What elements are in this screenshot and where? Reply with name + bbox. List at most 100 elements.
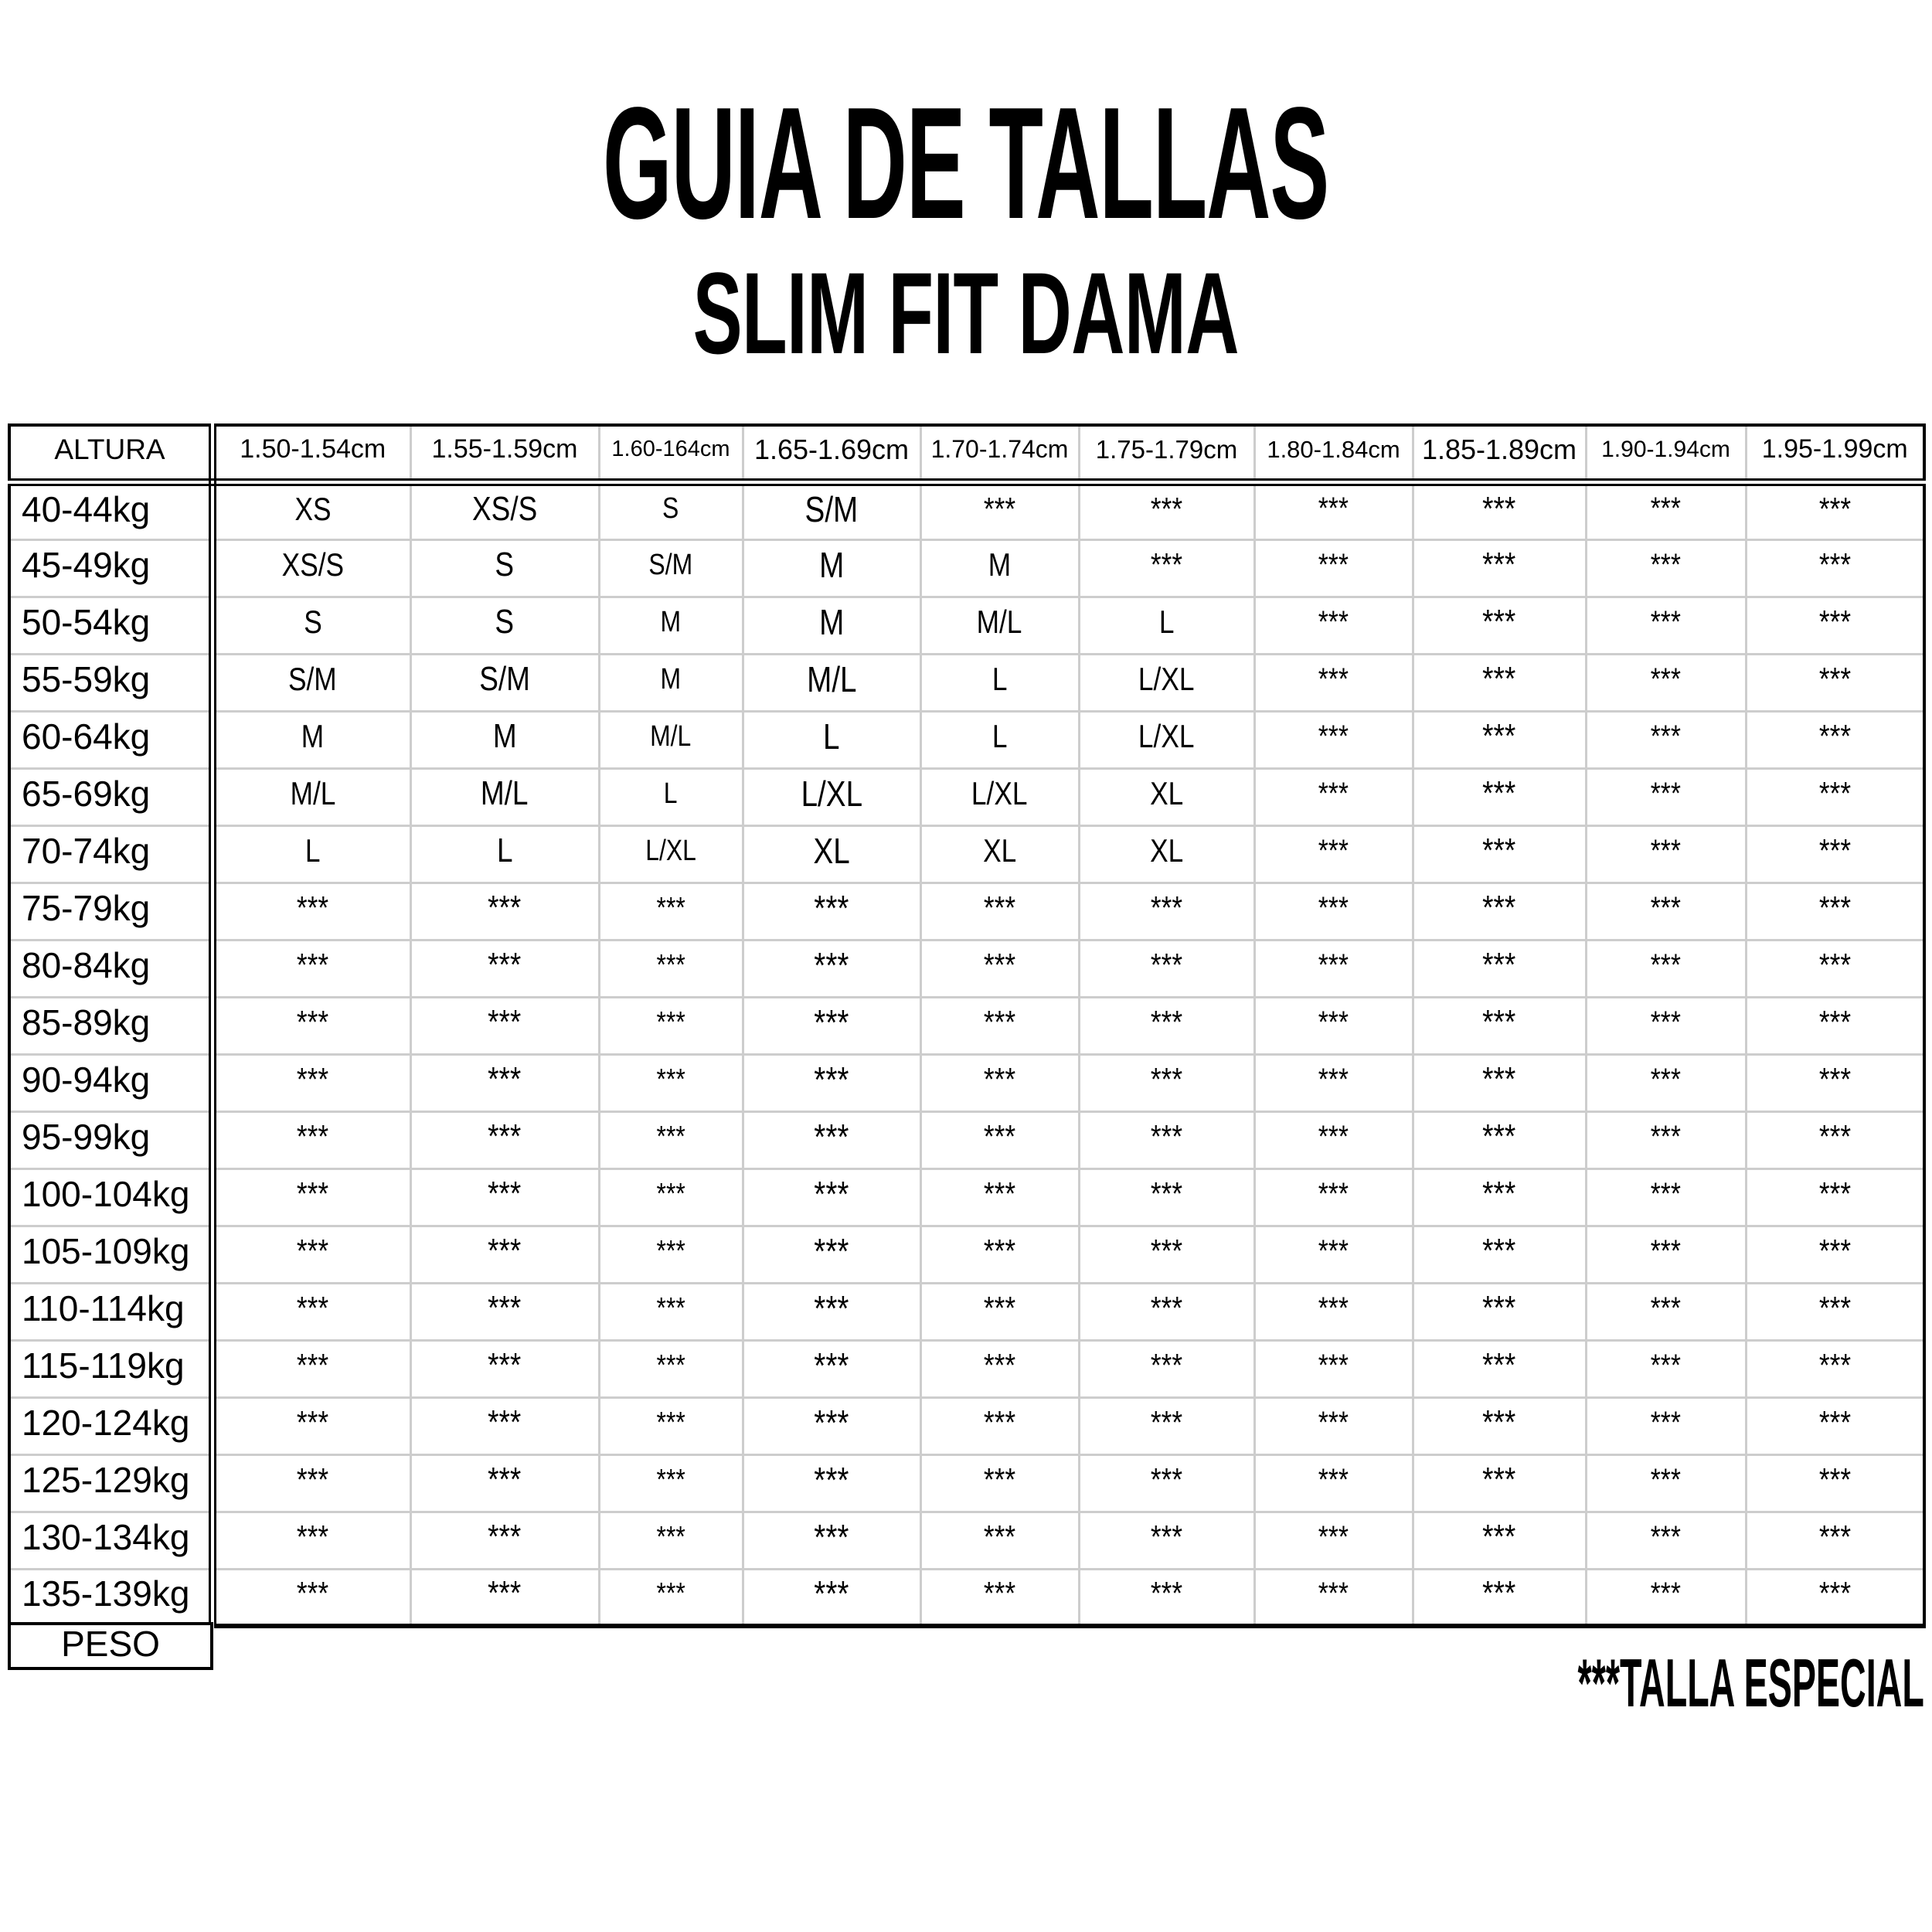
size-cell-value: *** bbox=[814, 1060, 849, 1100]
size-cell-value: *** bbox=[1482, 603, 1516, 641]
size-cell-value: *** bbox=[656, 1063, 685, 1096]
size-cell-value: M/L bbox=[806, 659, 857, 699]
size-cell-value: *** bbox=[983, 1233, 1016, 1269]
size-cell: *** bbox=[1253, 595, 1414, 655]
size-cell-value: *** bbox=[297, 1004, 329, 1040]
size-cell-value: *** bbox=[1818, 1519, 1851, 1555]
height-column-header: 1.70-1.74cm bbox=[919, 423, 1080, 486]
size-cell: *** bbox=[597, 1510, 744, 1570]
size-cell: *** bbox=[409, 1110, 600, 1170]
size-table-body: 40-44kg XS XS/S S S/M *** *** *** *** *** *** 45-49… bbox=[8, 481, 1926, 1628]
size-cell-value: *** bbox=[488, 946, 522, 984]
size-cell-value: *** bbox=[1482, 1518, 1516, 1556]
size-cell: *** bbox=[1744, 995, 1926, 1056]
size-cell: *** bbox=[597, 1110, 744, 1170]
size-cell-value: *** bbox=[1150, 1233, 1183, 1269]
size-cell-value: M bbox=[660, 662, 682, 696]
size-cell-value: *** bbox=[983, 1118, 1016, 1155]
size-cell: *** bbox=[1077, 1510, 1256, 1570]
size-cell-value: *** bbox=[297, 1575, 329, 1612]
size-cell: *** bbox=[1411, 1453, 1587, 1513]
size-cell: *** bbox=[1584, 1281, 1747, 1342]
size-cell-value: L/XL bbox=[971, 775, 1028, 811]
size-cell-value: M bbox=[818, 545, 845, 585]
size-cell: *** bbox=[1744, 652, 1926, 713]
size-cell: *** bbox=[1744, 1396, 1926, 1456]
size-cell: *** bbox=[741, 881, 922, 941]
size-cell-value: *** bbox=[1318, 1348, 1349, 1383]
size-cell: *** bbox=[741, 1338, 922, 1399]
size-cell-value: L bbox=[992, 661, 1008, 697]
height-column-header: 1.80-1.84cm bbox=[1253, 423, 1414, 486]
table-row: 75-79kg *** *** *** *** *** *** *** *** *** *** bbox=[8, 881, 1926, 941]
size-cell-value: *** bbox=[1150, 1404, 1183, 1440]
size-cell: *** bbox=[409, 1453, 600, 1513]
size-guide-table: ALTURA 1.50-1.54cm 1.55-1.59cm 1.60-164cm 1.… bbox=[8, 423, 1926, 1628]
size-cell-value: *** bbox=[1318, 1005, 1349, 1039]
size-cell-value: *** bbox=[656, 1291, 685, 1325]
size-cell-value: *** bbox=[1482, 889, 1516, 927]
size-cell: *** bbox=[1411, 1110, 1587, 1170]
weight-row-label: 125-129kg bbox=[8, 1453, 216, 1513]
size-cell: *** bbox=[1253, 1567, 1414, 1628]
size-cell-value: M bbox=[988, 546, 1012, 583]
size-cell: L bbox=[1077, 595, 1256, 655]
size-cell: L bbox=[741, 709, 922, 770]
size-cell: *** bbox=[211, 1396, 412, 1456]
table-row: 110-114kg *** *** *** *** *** *** *** *** *** *** bbox=[8, 1281, 1926, 1342]
size-cell: *** bbox=[409, 1567, 600, 1628]
size-cell-value: *** bbox=[297, 1404, 329, 1440]
size-cell-value: *** bbox=[1150, 1175, 1183, 1212]
size-cell-value: *** bbox=[656, 1520, 685, 1553]
size-cell: *** bbox=[1584, 938, 1747, 998]
size-cell-value: S bbox=[303, 604, 322, 640]
size-cell-value: *** bbox=[1318, 1405, 1349, 1440]
size-cell: *** bbox=[1411, 881, 1587, 941]
size-cell: *** bbox=[597, 1567, 744, 1628]
table-row: 65-69kg M/L M/L L L/XL L/XL XL *** *** *** *** bbox=[8, 767, 1926, 827]
size-cell: *** bbox=[919, 1281, 1080, 1342]
size-cell: L/XL bbox=[597, 824, 744, 884]
size-cell: *** bbox=[597, 1224, 744, 1284]
size-cell: *** bbox=[409, 1167, 600, 1227]
size-cell: *** bbox=[1253, 1396, 1414, 1456]
size-cell: XL bbox=[919, 824, 1080, 884]
table-row: 90-94kg *** *** *** *** *** *** *** *** *** *** bbox=[8, 1053, 1926, 1113]
size-cell: *** bbox=[211, 938, 412, 998]
size-cell: *** bbox=[1584, 652, 1747, 713]
size-cell-value: *** bbox=[1150, 1290, 1183, 1326]
size-cell: *** bbox=[597, 1396, 744, 1456]
size-cell-value: *** bbox=[1150, 947, 1183, 983]
size-cell-value: *** bbox=[1318, 1576, 1349, 1611]
size-cell: *** bbox=[1077, 938, 1256, 998]
size-cell: *** bbox=[1253, 1053, 1414, 1113]
weight-row-label: 120-124kg bbox=[8, 1396, 216, 1456]
size-cell-value: *** bbox=[814, 945, 849, 985]
size-cell: *** bbox=[919, 995, 1080, 1056]
size-cell: *** bbox=[919, 1110, 1080, 1170]
weight-row-label: 45-49kg bbox=[8, 538, 216, 598]
size-cell-value: *** bbox=[1482, 1003, 1516, 1041]
size-cell-value: *** bbox=[297, 1118, 329, 1155]
size-cell-value: *** bbox=[983, 889, 1016, 926]
size-cell: *** bbox=[1744, 767, 1926, 827]
size-cell-value: *** bbox=[1650, 890, 1682, 925]
size-cell-value: S/M bbox=[804, 488, 859, 529]
size-cell: *** bbox=[1077, 1281, 1256, 1342]
size-cell: *** bbox=[1077, 1110, 1256, 1170]
size-cell: M/L bbox=[409, 767, 600, 827]
size-cell: S bbox=[409, 538, 600, 598]
size-cell-value: *** bbox=[1650, 1119, 1682, 1154]
size-cell-value: *** bbox=[1818, 546, 1851, 583]
size-cell: *** bbox=[1411, 595, 1587, 655]
size-cell-value: *** bbox=[1650, 1519, 1682, 1554]
size-cell: *** bbox=[1411, 1167, 1587, 1227]
size-cell: XL bbox=[1077, 767, 1256, 827]
size-cell: *** bbox=[1253, 1110, 1414, 1170]
size-cell-value: XL bbox=[982, 832, 1017, 869]
size-cell-value: *** bbox=[1818, 1175, 1851, 1212]
size-cell-value: *** bbox=[1150, 546, 1183, 583]
size-cell: S/M bbox=[597, 538, 744, 598]
size-cell-value: *** bbox=[1318, 890, 1349, 925]
weight-row-label: 85-89kg bbox=[8, 995, 216, 1056]
